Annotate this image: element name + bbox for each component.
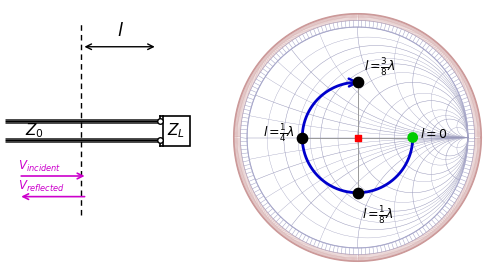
Text: $l=\!\frac{1}{8}\lambda$: $l=\!\frac{1}{8}\lambda$ [362,204,394,226]
Point [408,135,416,140]
Point [298,135,306,140]
Text: $l=\!\frac{1}{4}\lambda$: $l=\!\frac{1}{4}\lambda$ [262,122,294,144]
Text: $l=\!\frac{3}{8}\lambda$: $l=\!\frac{3}{8}\lambda$ [364,56,396,78]
Text: $V_{incident}$: $V_{incident}$ [18,159,62,174]
Bar [164,116,190,146]
Point [354,135,362,140]
Text: $l$: $l$ [118,22,124,40]
Text: $Z_L$: $Z_L$ [168,121,186,140]
Point [354,191,362,195]
Point [354,80,362,84]
Text: $V_{reflected}$: $V_{reflected}$ [18,179,65,194]
Text: $l=0$: $l=0$ [420,127,448,141]
Text: $Z_0$: $Z_0$ [25,121,44,140]
